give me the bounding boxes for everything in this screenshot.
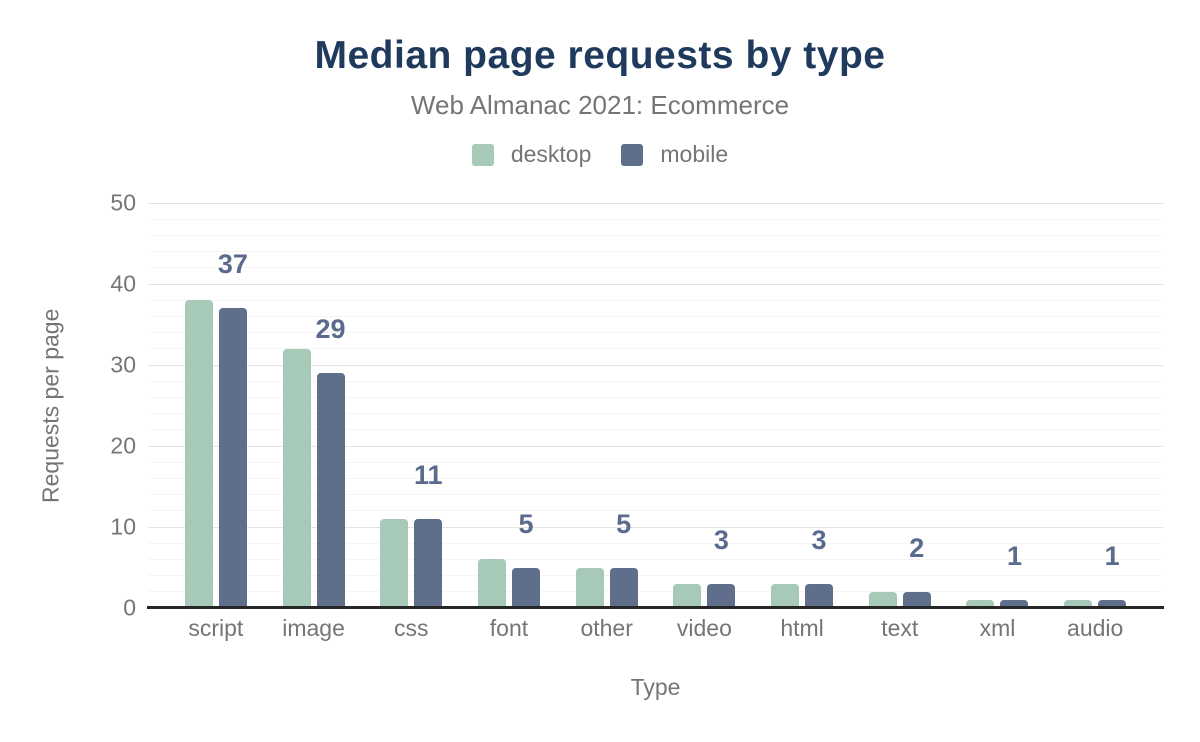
legend-swatch-desktop <box>471 143 494 166</box>
bar-mobile-image <box>316 373 345 608</box>
bar-mobile-xml <box>1000 599 1029 608</box>
x-category-label-other: other <box>580 615 633 641</box>
bar-desktop-text <box>868 591 897 608</box>
bar-desktop-video <box>673 583 702 608</box>
grid-line <box>148 364 1163 366</box>
legend-item-desktop: desktop <box>471 141 592 168</box>
grid-line <box>148 251 1163 253</box>
grid-line <box>148 558 1163 560</box>
y-tick-label: 50 <box>110 189 136 216</box>
y-axis-title: Requests per page <box>37 308 64 503</box>
bar-desktop-xml <box>966 599 995 608</box>
grid-line <box>148 575 1163 577</box>
grid-line <box>148 348 1163 350</box>
grid-line <box>148 526 1163 528</box>
legend-item-mobile: mobile <box>621 141 728 168</box>
y-tick-label: 20 <box>110 432 136 459</box>
bar-desktop-other <box>575 567 604 608</box>
x-category-label-html: html <box>780 615 824 641</box>
grid-line <box>148 202 1163 204</box>
bar-value-label-video: 3 <box>713 524 729 555</box>
bar-group-css: 11 <box>362 203 460 608</box>
grid-line <box>148 315 1163 317</box>
grid-line <box>148 591 1163 593</box>
bar-mobile-other <box>609 567 638 608</box>
x-category-label-image: image <box>282 615 345 641</box>
y-tick-label: 40 <box>110 270 136 297</box>
y-tick-label: 10 <box>110 513 136 540</box>
plot-area: 37 29 11 5 5 3 3 2 1 1 <box>148 202 1163 608</box>
legend-swatch-mobile <box>621 143 644 166</box>
grid-line <box>148 299 1163 301</box>
bar-mobile-audio <box>1098 599 1127 608</box>
grid-line <box>148 445 1163 447</box>
x-axis-title: Type <box>630 674 681 700</box>
bar-desktop-font <box>477 559 506 608</box>
grid-line <box>148 542 1163 544</box>
bar-value-label-font: 5 <box>518 508 534 539</box>
bar-group-audio: 1 <box>1046 203 1144 608</box>
bar-value-label-audio: 1 <box>1104 540 1120 571</box>
grid-line <box>148 429 1163 431</box>
bar-group-image: 29 <box>265 203 363 608</box>
legend-label-mobile: mobile <box>660 141 729 167</box>
bar-desktop-image <box>282 348 311 608</box>
bar-value-label-xml: 1 <box>1006 540 1022 571</box>
bar-group-font: 5 <box>460 203 558 608</box>
x-axis-labels: script image css font other video html text xml a… <box>148 615 1163 645</box>
bar-value-label-css: 11 <box>413 459 443 490</box>
bar-group-html: 3 <box>753 203 851 608</box>
grid-line <box>148 267 1163 269</box>
bar-group-text: 2 <box>851 203 949 608</box>
bar-value-label-other: 5 <box>616 508 632 539</box>
y-tick-label: 30 <box>110 351 136 378</box>
grid-line <box>148 218 1163 220</box>
chart-title: Median page requests by type <box>314 34 886 77</box>
grid-line <box>148 332 1163 334</box>
chart-subtitle: Web Almanac 2021: Ecommerce <box>410 90 790 120</box>
x-category-label-script: script <box>188 615 244 641</box>
bar-value-label-text: 2 <box>909 532 925 563</box>
x-category-label-css: css <box>394 615 429 641</box>
grid-line <box>148 461 1163 463</box>
legend: desktop mobile <box>0 141 1200 168</box>
bar-mobile-video <box>707 583 736 608</box>
bar-group-other: 5 <box>558 203 656 608</box>
bar-desktop-audio <box>1064 599 1093 608</box>
y-tick-label: 0 <box>123 594 136 621</box>
bar-mobile-text <box>902 591 931 608</box>
grid-line <box>148 510 1163 512</box>
bar-mobile-css <box>414 518 443 608</box>
grid-line <box>148 234 1163 236</box>
bar-group-video: 3 <box>656 203 754 608</box>
grid-line <box>148 413 1163 415</box>
grid-line <box>148 396 1163 398</box>
grid-line <box>148 380 1163 382</box>
bar-desktop-script <box>184 300 213 608</box>
bar-mobile-script <box>218 308 247 608</box>
bar-desktop-css <box>380 518 409 608</box>
bar-value-label-html: 3 <box>811 524 827 555</box>
bar-value-label-script: 37 <box>217 249 248 280</box>
x-category-label-font: font <box>489 615 529 641</box>
bar-value-label-image: 29 <box>315 314 346 345</box>
grid-line <box>148 494 1163 496</box>
x-category-label-video: video <box>676 615 732 641</box>
bar-mobile-html <box>805 583 834 608</box>
grid-line <box>148 477 1163 479</box>
x-axis-line <box>147 606 1164 609</box>
grid-line <box>148 283 1163 285</box>
y-axis-ticks: 0 10 20 30 40 50 <box>86 190 136 621</box>
bar-group-xml: 1 <box>949 203 1047 608</box>
x-category-label-xml: xml <box>979 615 1016 641</box>
bar-group-script: 37 <box>167 203 265 608</box>
x-category-label-text: text <box>881 615 919 641</box>
bar-groups: 37 29 11 5 5 3 3 2 1 1 <box>148 203 1163 608</box>
legend-label-desktop: desktop <box>510 141 592 167</box>
bar-desktop-html <box>771 583 800 608</box>
bar-mobile-font <box>511 567 540 608</box>
x-category-label-audio: audio <box>1067 615 1124 641</box>
